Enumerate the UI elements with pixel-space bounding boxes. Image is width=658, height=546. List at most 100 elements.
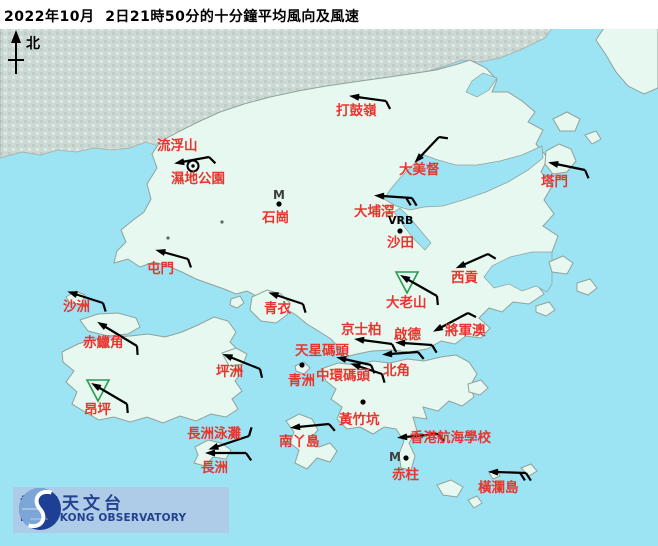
- land-northeast-corner: [595, 27, 658, 95]
- station-label-ta-kwu-ling: 打鼓嶺: [336, 102, 377, 119]
- calm-symbol-dot: [191, 164, 195, 168]
- station-flag-stanley: M: [389, 450, 401, 464]
- station-label-star-ferry-pier: 天星碼頭: [295, 343, 349, 359]
- station-label-waglan-island: 橫瀾島: [478, 479, 519, 496]
- station-dot: [213, 444, 219, 450]
- station-tai-po-kau: 大埔滘: [354, 192, 418, 220]
- islet-ma-wan: [229, 295, 245, 309]
- wind-barb-shaft: [356, 95, 387, 103]
- wind-barb-shaft: [229, 355, 261, 371]
- station-wong-chuk-hang: 黃竹坑: [338, 399, 380, 428]
- station-flag-shek-kong: M: [273, 188, 285, 202]
- station-dot: [355, 363, 361, 369]
- station-label-tai-mei-tuk: 大美督: [399, 161, 440, 178]
- station-dot: [95, 384, 101, 390]
- station-dot: [387, 351, 393, 357]
- port-shelter: [483, 251, 553, 293]
- station-dot: [402, 434, 408, 440]
- station-label-ngong-ping: 昂坪: [84, 402, 111, 418]
- station-dot: [397, 228, 403, 234]
- wind-barb-tick: [487, 253, 497, 260]
- islet-kat-o: [552, 111, 581, 132]
- wind-barb-tick: [385, 100, 392, 110]
- station-label-north-point: 北角: [383, 362, 410, 379]
- wind-barb-shaft: [275, 293, 304, 306]
- shing-mun-channel: [393, 207, 432, 251]
- station-dot: [72, 291, 78, 297]
- station-dot: [354, 94, 360, 100]
- wind-barb-tick: [380, 373, 386, 383]
- station-dot: [553, 161, 559, 167]
- station-sha-tin: VRB 沙田: [387, 214, 414, 251]
- title-bar: 2022年10月 2日21時50分的十分鐘平均風向及風速: [0, 0, 658, 28]
- hko-logo-icon: [19, 488, 61, 530]
- starling-inlet: [465, 72, 498, 98]
- islet-tung-lung: [467, 379, 489, 396]
- islet-speck-2: [220, 220, 224, 224]
- station-ta-kwu-ling: 打鼓嶺: [336, 93, 392, 119]
- wind-barb-tick: [583, 169, 590, 179]
- islet-sai-kung-2: [576, 278, 598, 296]
- station-label-hk-sea-school: 香港航海學校: [409, 429, 491, 446]
- station-tseung-kwan-o: 將軍澳: [432, 312, 486, 339]
- station-label-kai-tak: 啟德: [394, 326, 421, 343]
- station-label-central-pier: 中環碼頭: [316, 367, 370, 384]
- wind-barb-tick: [391, 343, 398, 353]
- station-label-wong-chuk-hang: 黃竹坑: [338, 411, 380, 428]
- wind-barb-shaft: [97, 386, 128, 405]
- station-shek-kong: M 石崗: [261, 188, 289, 226]
- station-label-cheung-chau: 長洲: [201, 460, 228, 476]
- wind-barb-tick: [328, 423, 336, 432]
- station-lamma-island: 南丫島: [279, 422, 336, 450]
- station-dot: [101, 323, 107, 329]
- wind-barb-tick: [301, 303, 307, 313]
- station-label-peng-chau: 坪洲: [216, 364, 243, 380]
- station-hk-sea-school: 香港航海學校: [397, 429, 491, 446]
- station-tap-mun: 塔門: [541, 160, 590, 190]
- station-tai-mei-tuk: 大美督: [399, 135, 449, 178]
- tolo-harbour: [383, 145, 544, 211]
- north-label: 北: [26, 36, 40, 52]
- wind-barb-shaft: [404, 432, 439, 439]
- wind-barb-shaft: [162, 250, 189, 261]
- logo-name-en: HONG KONG OBSERVATORY: [20, 512, 187, 525]
- wind-barb-shaft: [389, 350, 419, 356]
- station-label-tap-mun: 塔門: [541, 173, 568, 190]
- page-title: 2022年10月 2日21時50分的十分鐘平均風向及風速: [4, 9, 360, 25]
- islet-po-toi-2: [467, 495, 483, 509]
- land-chek-lap-kok: [79, 312, 141, 337]
- station-label-kings-park: 京士柏: [341, 321, 382, 338]
- station-sai-kung: 西貢: [451, 252, 497, 286]
- wind-barb-shaft: [343, 357, 372, 367]
- land-hk-island: [320, 354, 478, 471]
- station-tuen-mun: 屯門: [147, 249, 193, 277]
- station-label-sai-kung: 西貢: [451, 270, 478, 286]
- wind-barb-tick: [431, 344, 438, 354]
- station-kings-park: 京士柏: [341, 321, 398, 353]
- station-dot: [360, 399, 366, 405]
- wind-barb-tick: [525, 472, 532, 482]
- wind-barb-tick: [405, 197, 412, 206]
- station-label-chek-lap-kok: 赤鱲角: [83, 334, 124, 351]
- islet-sai-kung-3: [535, 301, 556, 317]
- station-cheung-chau: 長洲: [201, 449, 253, 476]
- islet-kat-o-2: [584, 130, 602, 145]
- station-central-pier: 中環碼頭: [316, 363, 386, 384]
- wind-barb-shaft: [495, 470, 527, 475]
- station-label-tates-cairn: 大老山: [386, 294, 427, 311]
- station-label-lamma-island: 南丫島: [279, 433, 320, 450]
- station-dot: [460, 262, 466, 268]
- calm-symbol: [186, 159, 200, 173]
- wind-barb-shaft: [215, 434, 250, 449]
- land-lantau: [61, 316, 244, 424]
- wind-barb-shaft: [406, 278, 438, 297]
- wind-barb-tick: [417, 351, 425, 360]
- station-sha-chau: 沙洲: [63, 291, 107, 315]
- land-tsing-yi: [249, 289, 291, 324]
- station-dot: [437, 325, 443, 331]
- station-label-tai-po-kau: 大埔滘: [354, 203, 395, 220]
- station-dot: [179, 159, 185, 165]
- wind-barb-tick: [438, 135, 449, 140]
